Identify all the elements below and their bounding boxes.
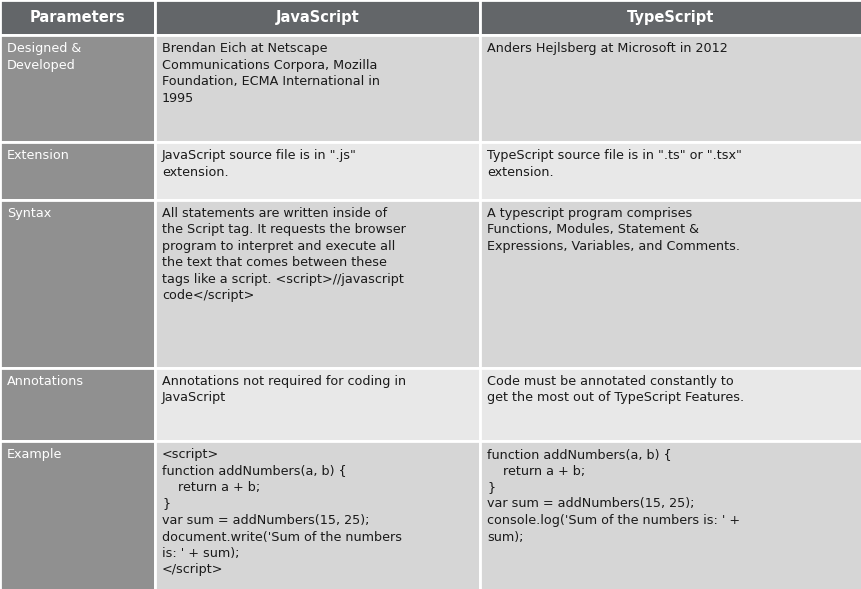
Text: Example: Example [7, 448, 62, 461]
Bar [155, 441, 480, 589]
Bar [480, 441, 861, 589]
Bar [155, 200, 480, 368]
Text: Designed &
Developed: Designed & Developed [7, 42, 81, 71]
Text: Anders Hejlsberg at Microsoft in 2012: Anders Hejlsberg at Microsoft in 2012 [486, 42, 727, 55]
Text: TypeScript: TypeScript [627, 10, 714, 25]
Text: Annotations not required for coding in
JavaScript: Annotations not required for coding in J… [162, 375, 406, 405]
Bar [155, 142, 480, 200]
Bar [480, 35, 861, 142]
Bar [480, 142, 861, 200]
Text: Extension: Extension [7, 149, 70, 162]
Text: Parameters: Parameters [29, 10, 125, 25]
Text: JavaScript source file is in ".js"
extension.: JavaScript source file is in ".js" exten… [162, 149, 356, 178]
Text: Brendan Eich at Netscape
Communications Corpora, Mozilla
Foundation, ECMA Intern: Brendan Eich at Netscape Communications … [162, 42, 380, 104]
Text: All statements are written inside of
the Script tag. It requests the browser
pro: All statements are written inside of the… [162, 207, 406, 303]
Text: <script>
function addNumbers(a, b) {
    return a + b;
}
var sum = addNumbers(15: <script> function addNumbers(a, b) { ret… [162, 448, 401, 577]
Bar [0, 0, 155, 35]
Bar [155, 0, 480, 35]
Text: function addNumbers(a, b) {
    return a + b;
}
var sum = addNumbers(15, 25);
co: function addNumbers(a, b) { return a + b… [486, 448, 740, 544]
Bar [0, 441, 155, 589]
Text: TypeScript source file is in ".ts" or ".tsx"
extension.: TypeScript source file is in ".ts" or ".… [486, 149, 741, 178]
Bar [480, 0, 861, 35]
Bar [155, 35, 480, 142]
Bar [0, 35, 155, 142]
Text: A typescript program comprises
Functions, Modules, Statement &
Expressions, Vari: A typescript program comprises Functions… [486, 207, 739, 253]
Bar [0, 142, 155, 200]
Bar [480, 368, 861, 441]
Text: JavaScript: JavaScript [276, 10, 359, 25]
Bar [0, 368, 155, 441]
Bar [0, 200, 155, 368]
Bar [155, 368, 480, 441]
Text: Annotations: Annotations [7, 375, 84, 388]
Text: Code must be annotated constantly to
get the most out of TypeScript Features.: Code must be annotated constantly to get… [486, 375, 743, 405]
Text: Syntax: Syntax [7, 207, 51, 220]
Bar [480, 200, 861, 368]
